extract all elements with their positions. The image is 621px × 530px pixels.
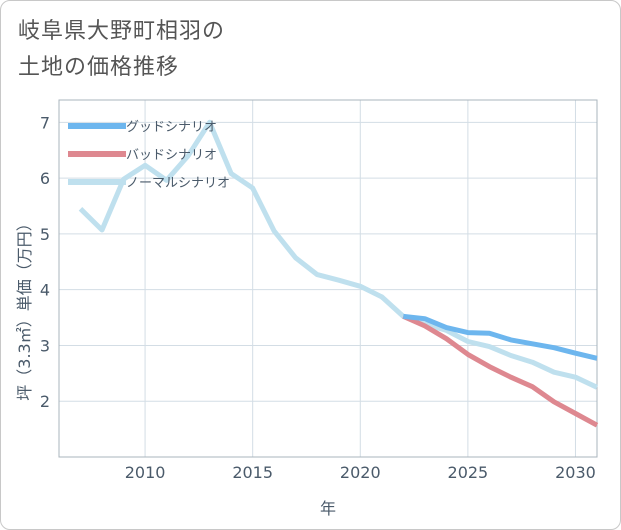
grid-lines: [59, 100, 597, 457]
x-tick-label: 2025: [448, 463, 489, 482]
legend-label: グッドシナリオ: [126, 120, 217, 135]
y-tick-label: 5: [40, 225, 50, 244]
x-tick-label: 2020: [340, 463, 381, 482]
y-axis-label: 坪（3.3㎡）単価（万円）: [15, 215, 34, 400]
x-tick-label: 2015: [232, 463, 273, 482]
y-tick-label: 7: [40, 113, 50, 132]
legend-label: ノーマルシナリオ: [126, 176, 230, 191]
series-line-2: [78, 119, 599, 390]
chart-title-line-1: 岐阜県大野町相羽の: [18, 19, 226, 44]
series-layer: [78, 119, 599, 428]
chart-title-line-2: 土地の価格推移: [18, 55, 180, 80]
y-tick-label: 3: [40, 336, 50, 355]
y-tick-label: 6: [40, 169, 50, 188]
y-tick-label: 4: [40, 281, 50, 300]
y-tick-label: 2: [40, 392, 50, 411]
series-line-0: [403, 313, 598, 361]
y-axis: 2 3 4 5 6 7: [40, 113, 50, 411]
chart-title: 岐阜県大野町相羽の 土地の価格推移: [18, 14, 225, 86]
plot-area: [58, 99, 598, 458]
legend-label: バッドシナリオ: [126, 148, 217, 163]
x-axis-label: 年: [320, 499, 336, 518]
series-line-1: [402, 314, 599, 428]
x-tick-label: 2010: [125, 463, 166, 482]
x-tick-label: 2030: [555, 463, 596, 482]
x-axis: 2010 2015 2020 2025 2030: [125, 463, 596, 482]
